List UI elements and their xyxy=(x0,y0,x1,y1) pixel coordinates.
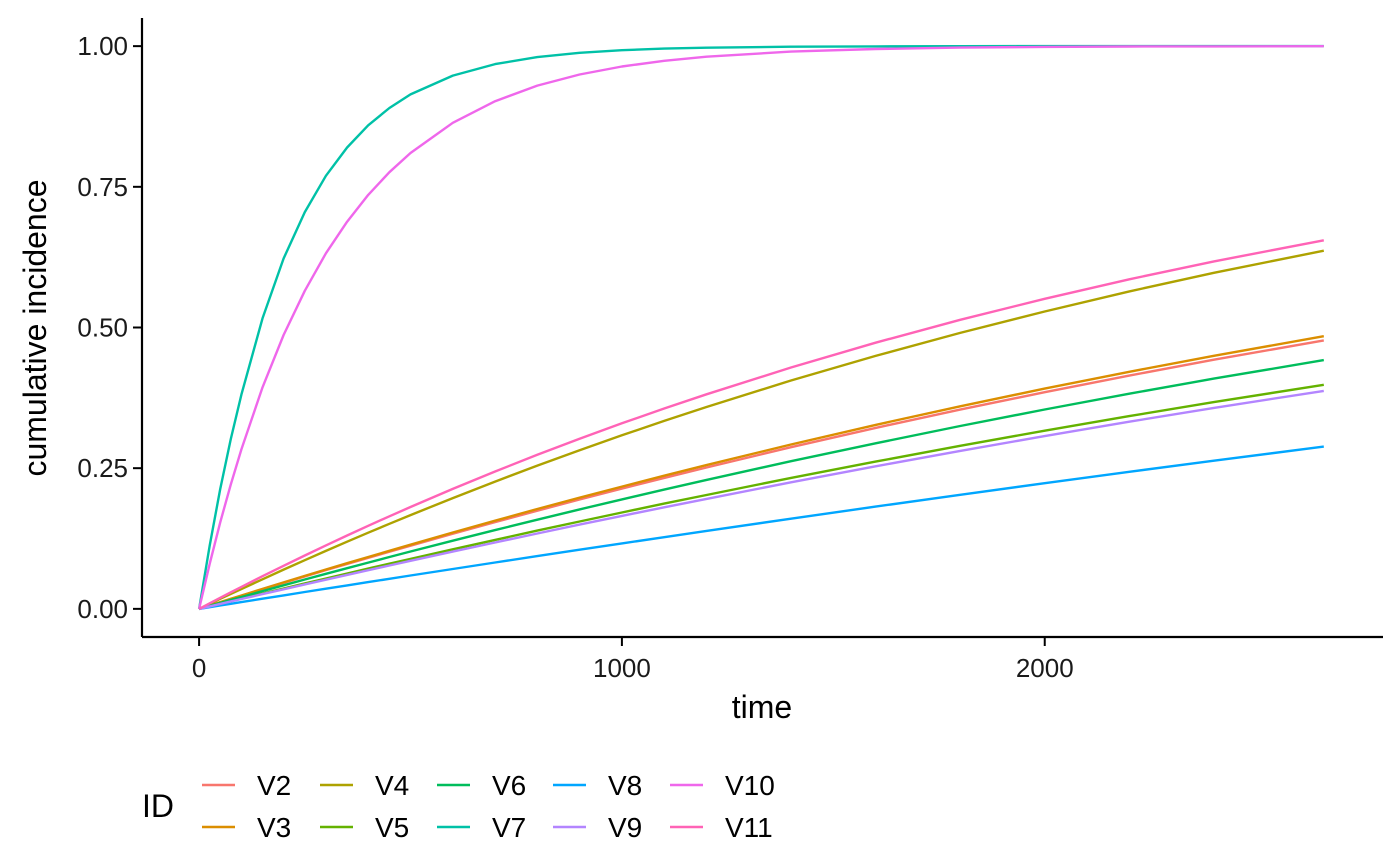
x-ticks: 0 1000 2000 xyxy=(192,637,1074,683)
legend: ID V2 V3 V4 V5 V6 V7 V8 V9 V10 V11 xyxy=(142,770,775,843)
x-tick-label: 1000 xyxy=(593,653,651,683)
series-line-v7 xyxy=(197,44,1324,610)
y-tick-label: 0.00 xyxy=(77,594,128,624)
legend-label-v7: V7 xyxy=(492,812,526,843)
series-line-v3 xyxy=(198,335,1325,611)
series-line-v4 xyxy=(198,249,1325,610)
legend-label-v8: V8 xyxy=(608,770,642,801)
series-line-v11 xyxy=(198,239,1325,610)
plot-lines xyxy=(197,44,1325,611)
x-tick-label: 0 xyxy=(192,653,206,683)
legend-label-v6: V6 xyxy=(492,770,526,801)
series-line-v8 xyxy=(198,445,1324,611)
legend-title: ID xyxy=(142,788,174,824)
legend-label-v3: V3 xyxy=(257,812,291,843)
y-tick-label: 1.00 xyxy=(77,31,128,61)
series-line-v10 xyxy=(197,45,1324,610)
legend-label-v11: V11 xyxy=(725,812,773,843)
y-ticks: 0.00 0.25 0.50 0.75 1.00 xyxy=(77,31,142,624)
legend-label-v9: V9 xyxy=(608,812,642,843)
series-line-v9 xyxy=(198,389,1324,611)
x-tick-label: 2000 xyxy=(1016,653,1074,683)
series-line-v6 xyxy=(198,358,1324,611)
legend-label-v4: V4 xyxy=(375,770,409,801)
y-tick-label: 0.75 xyxy=(77,172,128,202)
legend-label-v5: V5 xyxy=(375,812,409,843)
y-axis-title: cumulative incidence xyxy=(17,179,53,476)
legend-label-v10: V10 xyxy=(725,770,775,801)
legend-label-v2: V2 xyxy=(257,770,291,801)
x-axis-title: time xyxy=(732,689,792,725)
y-tick-label: 0.50 xyxy=(77,313,128,343)
y-tick-label: 0.25 xyxy=(77,453,128,483)
